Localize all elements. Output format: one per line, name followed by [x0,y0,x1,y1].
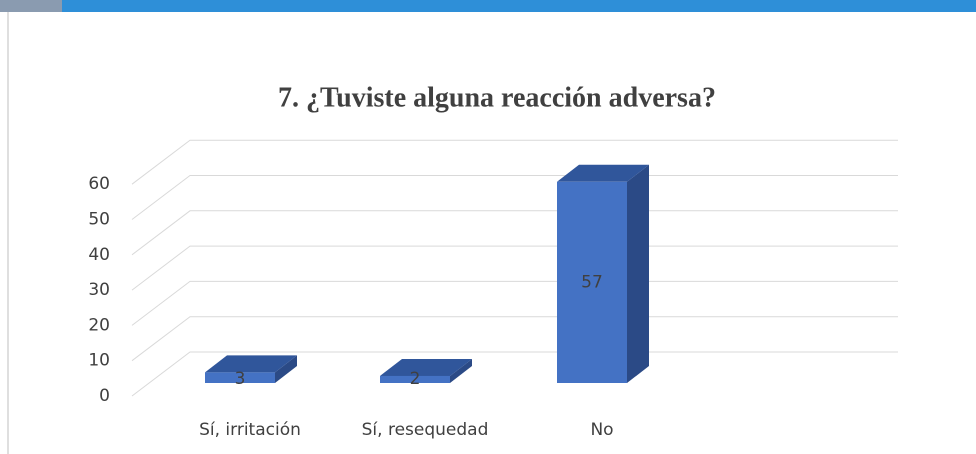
y-tick-label: 30 [88,280,110,300]
y-tick-label: 60 [88,174,110,194]
banner-tab [0,0,62,12]
bar-side [275,355,297,383]
grid-line [131,280,898,326]
y-tick-label: 10 [88,351,110,371]
x-tick-label: No [590,420,613,440]
grid-line [131,139,898,185]
y-tick-label: 20 [88,315,110,335]
bar [380,375,450,383]
data-label: 57 [581,272,603,292]
bar-side [450,358,472,383]
x-tick-label: Sí, resequedad [362,420,489,440]
bar-top [205,355,297,373]
grid-line [131,210,898,256]
grid-line [131,245,898,291]
bar [205,372,275,383]
banner [0,0,976,12]
bar [557,181,627,383]
bar-top [380,358,472,376]
chart-title: 7. ¿Tuviste alguna reacción adversa? [278,82,716,113]
grid-line [131,351,898,397]
y-tick-label: 0 [99,386,110,406]
grid-line [131,316,898,362]
bar-side [627,164,649,383]
y-tick-label: 40 [88,245,110,265]
bar-top [557,164,649,182]
data-label: 3 [235,369,246,389]
data-label: 2 [410,369,421,389]
x-tick-label: Sí, irritación [199,420,301,440]
grid-line [131,175,898,220]
y-tick-label: 50 [88,210,110,230]
